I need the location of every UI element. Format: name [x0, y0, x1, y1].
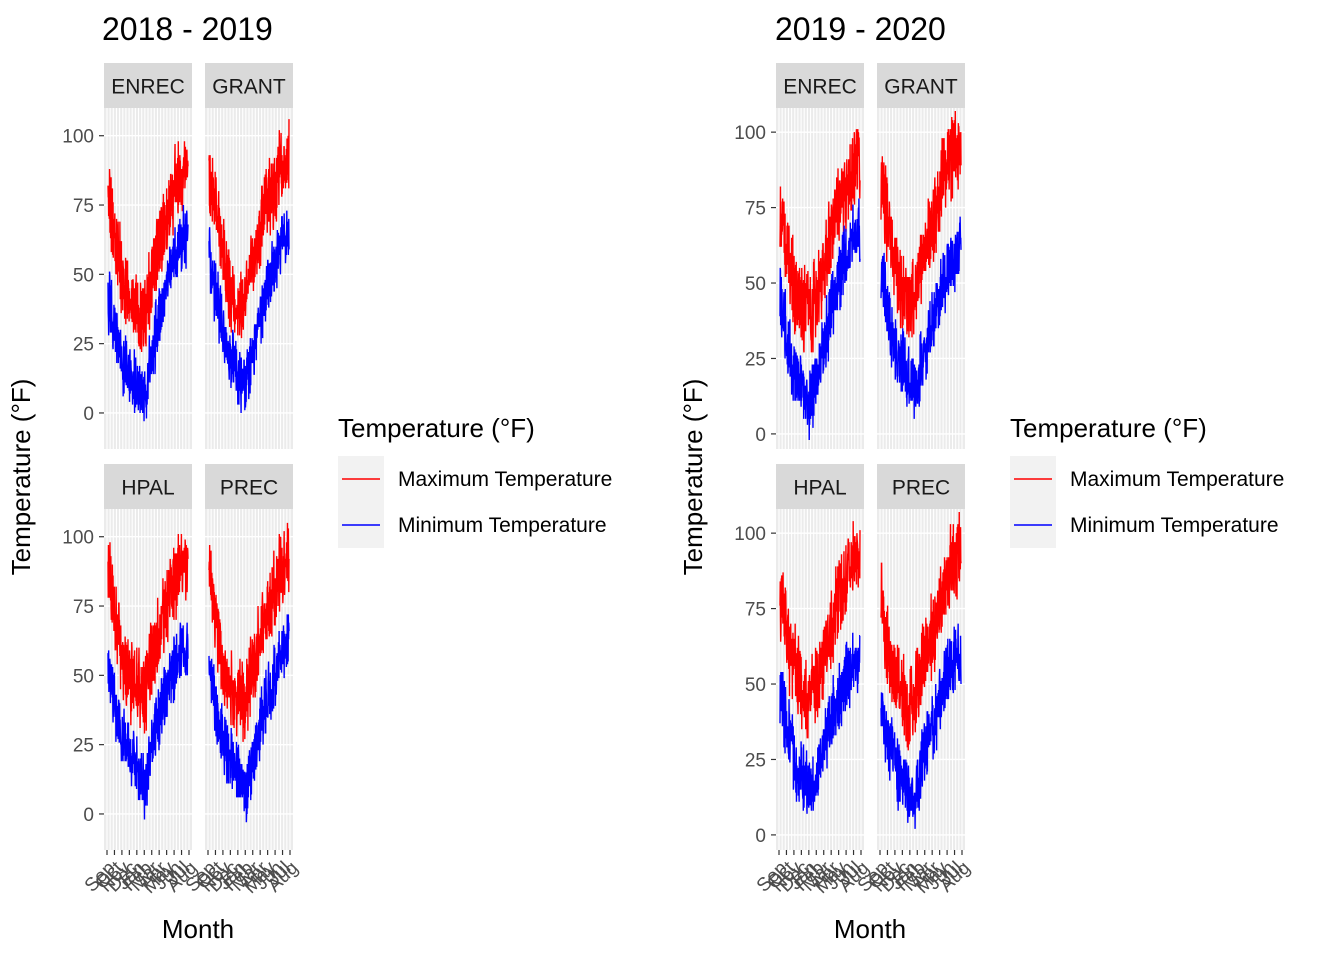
facet-strip: [205, 63, 293, 108]
series-line-max: [880, 111, 962, 338]
series-line-min: [107, 622, 189, 820]
x-axis-title: Month: [834, 914, 906, 944]
y-tick-label: 0: [755, 826, 766, 847]
facet-strip: [776, 464, 864, 509]
chart-title: 2019 - 2020: [775, 11, 946, 47]
y-tick-label: 75: [745, 600, 766, 621]
y-axis-title: Temperature (°F): [678, 379, 708, 576]
y-tick-label: 0: [755, 425, 766, 446]
y-tick-label: 50: [73, 265, 94, 286]
series-line-min: [880, 623, 962, 829]
facet-grant: GRANT: [877, 63, 965, 449]
facet-enrec: ENREC 0 25 50 75 100: [62, 63, 192, 449]
y-tick-label: 100: [734, 524, 766, 545]
y-tick-label: 50: [745, 675, 766, 696]
y-tick-label: 75: [73, 597, 94, 618]
series-line-min: [208, 614, 290, 823]
y-tick-label: 0: [83, 805, 94, 826]
facet-label: PREC: [220, 477, 278, 500]
legend: Temperature (°F) Maximum Temperature Minim…: [338, 413, 612, 548]
facet-grant: GRANT: [205, 63, 293, 449]
legend-label: Maximum Temperature: [398, 468, 612, 491]
legend: Temperature (°F) Maximum Temperature Minim…: [1010, 413, 1284, 548]
legend-label: Minimum Temperature: [398, 514, 607, 537]
facet-label: HPAL: [793, 477, 846, 500]
facet-strip: [877, 464, 965, 509]
y-tick-label: 50: [73, 666, 94, 687]
series-line-max: [208, 522, 290, 742]
series-line-max: [779, 129, 861, 353]
series-line-max: [107, 141, 189, 352]
facet-strip: [104, 464, 192, 509]
legend-title: Temperature (°F): [1010, 413, 1207, 443]
facet-strip: [877, 63, 965, 108]
series-line-max: [779, 521, 861, 739]
legend-title: Temperature (°F): [338, 413, 535, 443]
facet-label: PREC: [892, 477, 950, 500]
y-tick-label: 25: [73, 736, 94, 757]
facet-hpal: HPAL0255075100SepOctNovDecJanFebMarAprMa…: [734, 464, 874, 898]
facet-label: HPAL: [121, 477, 174, 500]
series-line-max: [208, 119, 290, 339]
legend-label: Minimum Temperature: [1070, 514, 1279, 537]
series-line-min: [208, 210, 290, 413]
facet-enrec: ENREC 0 25 50 75 100: [734, 63, 864, 449]
facet-strip: [205, 464, 293, 509]
series-line-min: [779, 198, 861, 440]
facet-label: ENREC: [783, 76, 857, 99]
y-tick-label: 75: [745, 199, 766, 220]
series-line-max: [880, 512, 962, 751]
y-tick-label: 100: [62, 127, 94, 148]
y-tick-label: 0: [83, 404, 94, 425]
series-line-min: [880, 216, 962, 419]
legend-label: Maximum Temperature: [1070, 468, 1284, 491]
y-tick-label: 50: [745, 274, 766, 295]
series-line-max: [107, 533, 189, 734]
facet-strip: [104, 63, 192, 108]
y-tick-label: 25: [745, 750, 766, 771]
facet-label: GRANT: [884, 76, 958, 99]
y-tick-label: 25: [745, 349, 766, 370]
x-axis-title: Month: [162, 914, 234, 944]
facet-label: GRANT: [212, 76, 286, 99]
y-tick-label: 100: [734, 123, 766, 144]
facet-strip: [776, 63, 864, 108]
y-tick-label: 100: [62, 528, 94, 549]
series-line-min: [779, 632, 861, 814]
y-tick-label: 25: [73, 335, 94, 356]
chart-1: 2018 - 2019 Temperature (°F) Month ENREC 0 25…: [6, 11, 612, 944]
y-tick-label: 75: [73, 196, 94, 217]
series-line-min: [107, 205, 189, 422]
y-axis-title: Temperature (°F): [6, 379, 36, 576]
facet-label: ENREC: [111, 76, 185, 99]
facet-hpal: HPAL0255075100SepOctNovDecJanFebMarAprMa…: [62, 464, 202, 898]
chart-2: 2019 - 2020 Temperature (°F) Month ENREC 0 25…: [678, 11, 1284, 944]
chart-title: 2018 - 2019: [102, 11, 273, 47]
